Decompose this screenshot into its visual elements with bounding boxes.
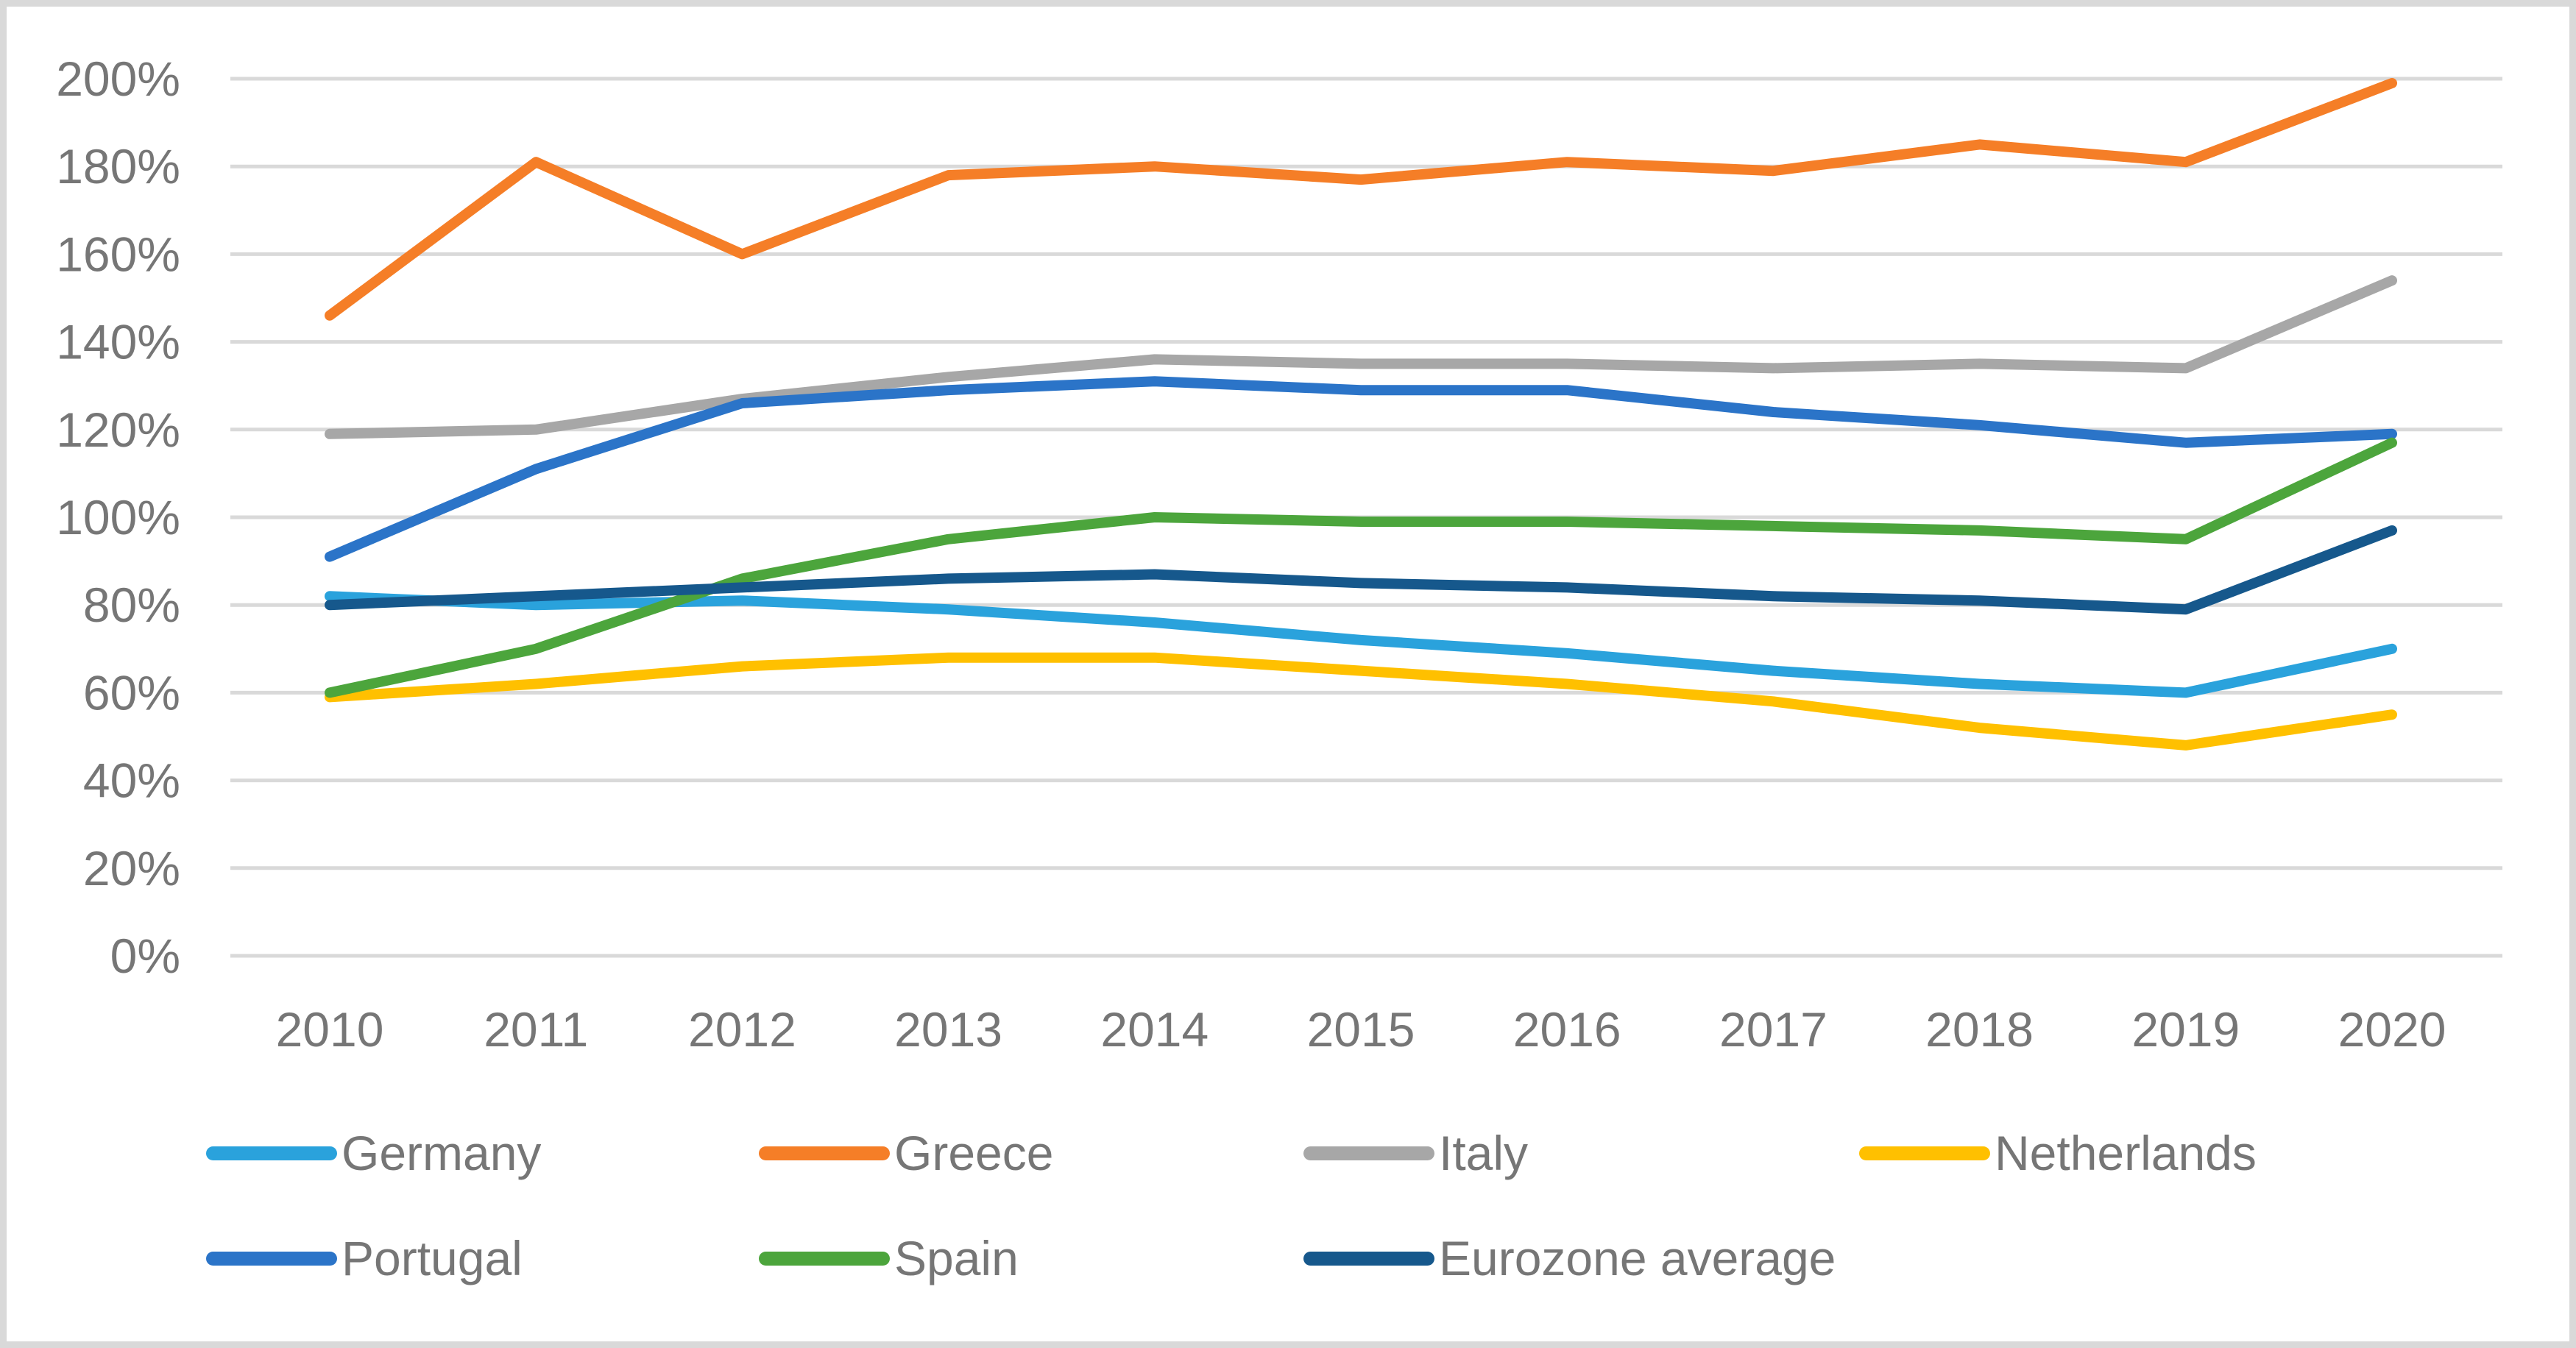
x-axis-tick-label: 2011 — [484, 1002, 588, 1057]
line-chart: 200% 180% 160% 140% 120% 100% 80% 60% 40% 20% 0% 2… — [56, 52, 2502, 1057]
y-axis-tick-label: 160% — [56, 227, 180, 281]
y-axis-tick-label: 20% — [83, 841, 180, 895]
x-axis-labels: 2010 2011 2012 2013 2014 2015 2016 2017 2018 2019… — [276, 1002, 2446, 1057]
y-axis-labels: 200% 180% 160% 140% 120% 100% 80% 60% 40% 20% 0% — [56, 52, 180, 983]
x-axis-tick-label: 2019 — [2131, 1002, 2240, 1057]
y-axis-tick-label: 200% — [56, 52, 180, 106]
y-axis-tick-label: 0% — [110, 929, 180, 983]
y-axis-tick-label: 140% — [56, 315, 180, 369]
series-lines — [325, 78, 2397, 751]
series-line-italy — [325, 275, 2397, 439]
y-axis-tick-label: 100% — [56, 490, 180, 544]
x-axis-tick-label: 2018 — [1925, 1002, 2034, 1057]
series-line-greece — [325, 78, 2397, 321]
x-axis-tick-label: 2010 — [276, 1002, 384, 1057]
x-axis-tick-label: 2015 — [1307, 1002, 1415, 1057]
x-axis-tick-label: 2020 — [2338, 1002, 2446, 1057]
series-line-eurozone-average — [325, 525, 2397, 615]
y-axis-tick-label: 80% — [83, 578, 180, 632]
y-axis-tick-label: 40% — [83, 753, 180, 808]
y-axis-tick-label: 120% — [56, 402, 180, 457]
series-line-spain — [325, 437, 2397, 698]
x-axis-tick-label: 2014 — [1100, 1002, 1209, 1057]
x-axis-tick-label: 2013 — [894, 1002, 1002, 1057]
series-line-portugal — [325, 376, 2397, 562]
x-axis-tick-label: 2012 — [688, 1002, 796, 1057]
x-axis-tick-label: 2016 — [1513, 1002, 1621, 1057]
x-axis-tick-label: 2017 — [1719, 1002, 1827, 1057]
series-line-netherlands — [325, 652, 2397, 751]
y-axis-tick-label: 60% — [83, 665, 180, 720]
y-axis-tick-label: 180% — [56, 139, 180, 194]
